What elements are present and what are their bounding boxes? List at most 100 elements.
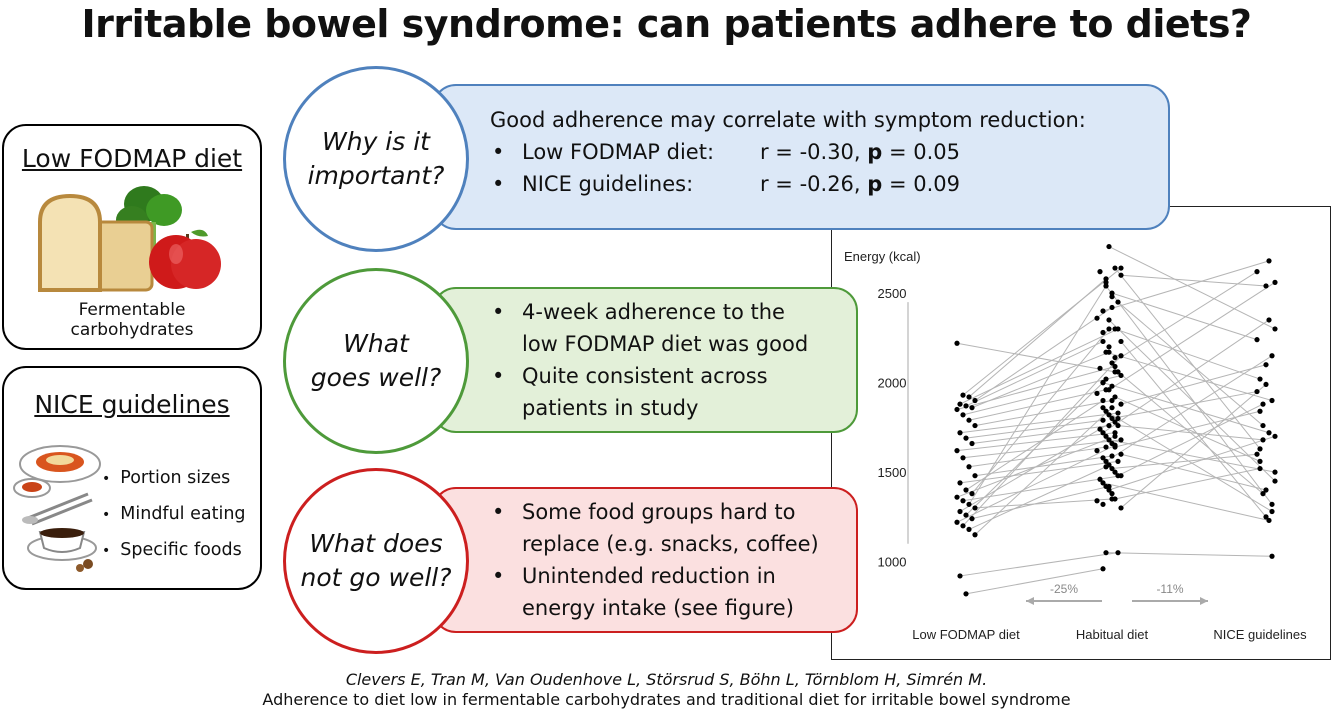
paired-line bbox=[965, 400, 1104, 491]
why-row-pval: = 0.05 bbox=[882, 140, 961, 164]
paired-line bbox=[959, 552, 1119, 577]
low-fodmap-point bbox=[960, 523, 966, 529]
paired-line bbox=[974, 407, 1113, 536]
nice-point bbox=[1260, 437, 1266, 443]
paired-line bbox=[1120, 364, 1267, 405]
low-fodmap-point bbox=[972, 397, 978, 404]
habitual-point bbox=[1097, 476, 1103, 482]
paired-line bbox=[965, 568, 1104, 595]
why-row-fodmap: • Low FODMAP diet: r = -0.30, p = 0.05 bbox=[490, 136, 1086, 168]
habitual-point bbox=[1106, 344, 1112, 350]
low-fodmap-point bbox=[963, 403, 969, 409]
low-fodmap-point bbox=[960, 412, 966, 418]
habitual-point bbox=[1103, 408, 1109, 414]
paired-line bbox=[1120, 453, 1267, 491]
paired-line bbox=[1102, 319, 1270, 434]
low-fodmap-heading: Low FODMAP diet bbox=[21, 144, 243, 173]
habitual-point bbox=[1094, 390, 1100, 396]
habitual-point bbox=[1100, 501, 1106, 507]
habitual-point bbox=[1118, 338, 1124, 345]
habitual-point bbox=[1112, 496, 1118, 502]
nice-point bbox=[1263, 514, 1269, 520]
low-fodmap-point bbox=[957, 573, 963, 579]
change-arrowhead bbox=[1200, 597, 1208, 605]
nice-point bbox=[1263, 487, 1269, 493]
habitual-point bbox=[1112, 265, 1118, 271]
paired-line bbox=[968, 278, 1107, 398]
habitual-point bbox=[1118, 437, 1124, 443]
paired-line bbox=[968, 389, 1107, 421]
why-box bbox=[432, 84, 1170, 230]
low-fodmap-point bbox=[957, 401, 963, 407]
habitual-point bbox=[1106, 487, 1112, 493]
habitual-point bbox=[1103, 376, 1109, 382]
habitual-point bbox=[1103, 458, 1109, 464]
nice-heading: NICE guidelines bbox=[34, 390, 230, 419]
paired-line bbox=[962, 355, 1122, 527]
habitual-point bbox=[1118, 401, 1124, 407]
low-fodmap-point bbox=[969, 491, 975, 497]
y-tick-label: 2000 bbox=[878, 376, 907, 391]
habitual-point bbox=[1115, 410, 1121, 416]
habitual-point bbox=[1103, 444, 1109, 450]
habitual-point bbox=[1118, 451, 1124, 457]
y-axis-label: Energy (kcal) bbox=[844, 249, 921, 264]
nice-point bbox=[1269, 353, 1275, 359]
paired-line bbox=[1111, 391, 1258, 419]
nice-point bbox=[1272, 478, 1278, 484]
paired-line bbox=[1102, 382, 1270, 434]
nice-point bbox=[1272, 433, 1278, 439]
habitual-point bbox=[1100, 430, 1106, 436]
habitual-point bbox=[1100, 455, 1106, 461]
habitual-point bbox=[1103, 283, 1109, 289]
low-fodmap-point bbox=[954, 448, 960, 454]
nice-point bbox=[1263, 283, 1269, 289]
nice-point bbox=[1266, 430, 1272, 436]
paired-line bbox=[1105, 552, 1273, 557]
low-fodmap-point bbox=[960, 455, 966, 461]
habitual-point bbox=[1118, 505, 1124, 511]
nice-point bbox=[1263, 362, 1269, 368]
low-fodmap-point bbox=[963, 512, 969, 518]
nice-point bbox=[1269, 553, 1275, 559]
habitual-point bbox=[1106, 387, 1112, 393]
why-intro: Good adherence may correlate with sympto… bbox=[490, 108, 1086, 132]
nice-guidelines-box: NICE guidelines Portion sizes Mindful ea… bbox=[2, 366, 262, 590]
habitual-point bbox=[1103, 349, 1109, 355]
paired-line bbox=[1114, 267, 1261, 450]
habitual-point bbox=[1109, 415, 1115, 422]
low-fodmap-point bbox=[969, 440, 975, 447]
nice-point bbox=[1257, 408, 1263, 414]
paired-line bbox=[956, 444, 1116, 523]
paired-line bbox=[965, 340, 1104, 407]
habitual-point bbox=[1109, 453, 1115, 459]
y-tick-label: 1500 bbox=[878, 465, 907, 480]
habitual-point bbox=[1115, 458, 1121, 464]
paired-line bbox=[962, 475, 1122, 502]
notwell-question-1: What does bbox=[309, 529, 443, 558]
habitual-point bbox=[1103, 276, 1109, 282]
low-fodmap-point bbox=[963, 487, 969, 493]
paired-line bbox=[1105, 355, 1273, 462]
nice-point bbox=[1260, 401, 1266, 407]
low-fodmap-point bbox=[972, 473, 978, 479]
paired-line bbox=[1120, 341, 1267, 518]
low-fodmap-point bbox=[963, 435, 969, 441]
why-row-r: r = -0.30, bbox=[760, 140, 868, 164]
paired-line bbox=[1102, 482, 1270, 521]
habitual-point bbox=[1112, 363, 1118, 370]
habitual-point bbox=[1109, 405, 1115, 411]
nice-point bbox=[1257, 458, 1263, 464]
nice-point bbox=[1254, 388, 1260, 395]
paired-line bbox=[1108, 246, 1276, 330]
habitual-point bbox=[1100, 405, 1106, 411]
paired-line bbox=[962, 267, 1122, 396]
habitual-point bbox=[1103, 550, 1109, 556]
energy-chart: Energy (kcal) 1000 1500 2000 2500 -25% -11% … bbox=[831, 206, 1331, 660]
habitual-point bbox=[1118, 265, 1124, 271]
nice-point bbox=[1257, 376, 1263, 382]
paired-line bbox=[1114, 328, 1261, 380]
